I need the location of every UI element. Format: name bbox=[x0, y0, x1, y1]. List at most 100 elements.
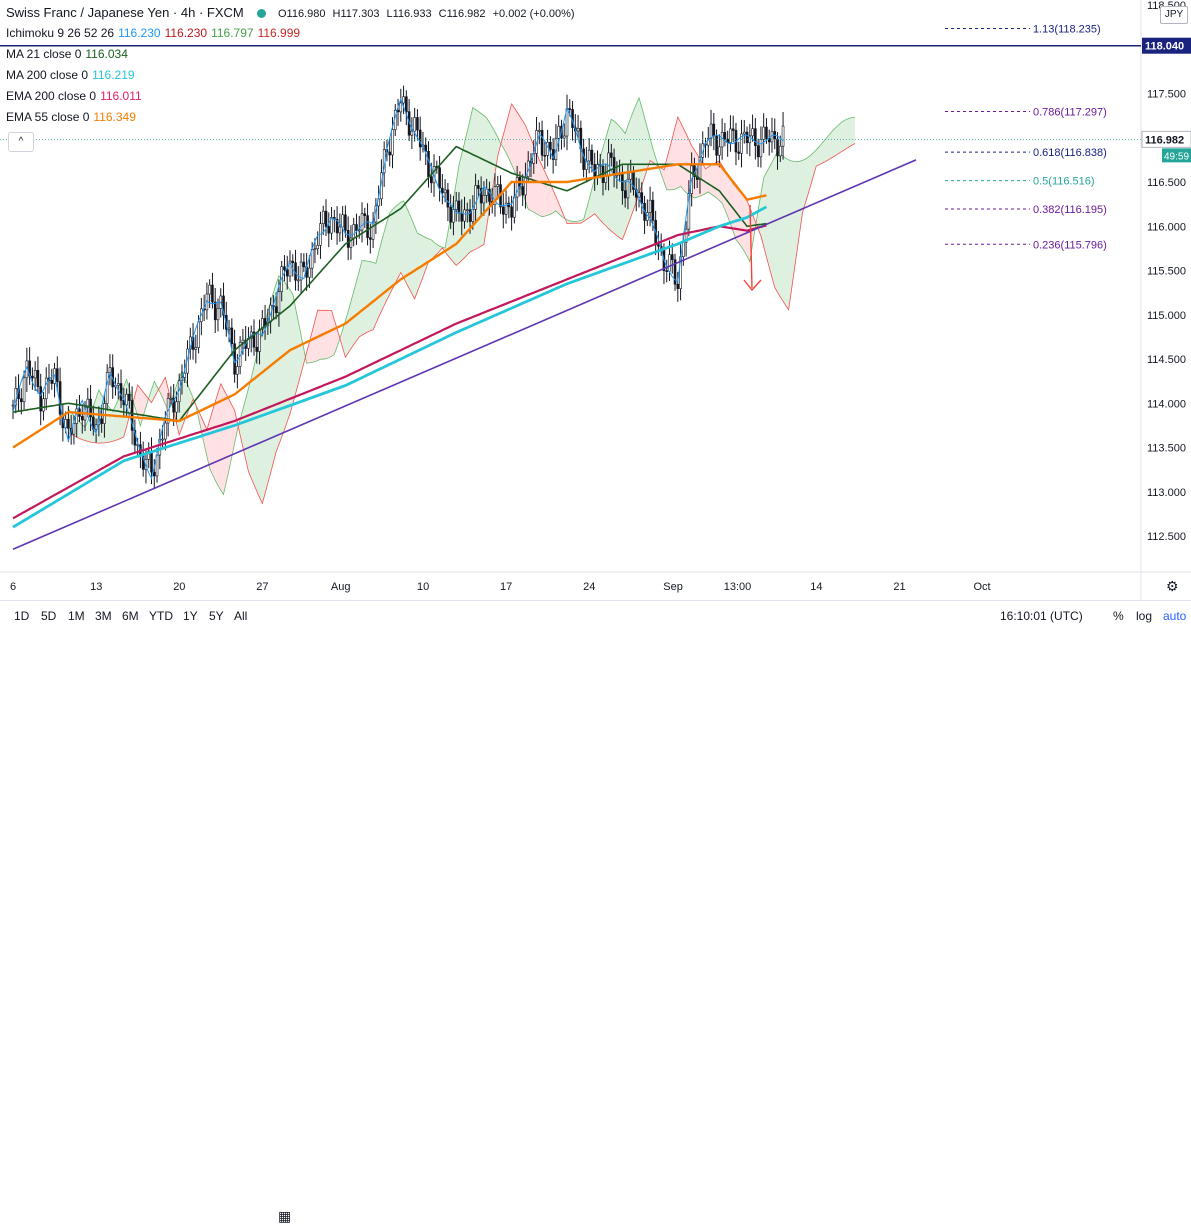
ichimoku-cloud-segment bbox=[306, 342, 310, 364]
candle-body bbox=[521, 186, 524, 196]
candle-body bbox=[460, 212, 464, 222]
candle-body bbox=[463, 209, 466, 222]
candle-body bbox=[443, 189, 447, 194]
chart-legend: Swiss Franc / Japanese Yen · 4h · FXCM O… bbox=[6, 2, 579, 128]
auto-scale-toggle[interactable]: auto bbox=[1163, 609, 1187, 623]
candle-body bbox=[130, 400, 134, 431]
candle-body bbox=[723, 132, 727, 140]
ichimoku-cloud-segment bbox=[763, 172, 767, 257]
candle-body bbox=[543, 154, 547, 157]
percent-toggle[interactable]: % bbox=[1113, 609, 1124, 623]
last-price-badge bbox=[1141, 130, 1191, 148]
indicator-legend-row[interactable]: Ichimoku 9 26 52 26 116.230 116.230 116.797… bbox=[6, 23, 579, 44]
indicator-legend-row[interactable]: MA 200 close 0 116.219 bbox=[6, 65, 579, 86]
candle-body bbox=[341, 214, 344, 228]
clock-display[interactable]: 16:10:01 (UTC) bbox=[1000, 609, 1083, 623]
ichimoku-cloud-segment bbox=[708, 165, 712, 194]
down-arrow-head bbox=[743, 279, 762, 292]
indicator-value: 116.011 bbox=[100, 89, 142, 103]
candle-body bbox=[260, 318, 264, 330]
ichimoku-cloud-segment bbox=[603, 137, 606, 226]
fib-level-label: 0.236(115.796) bbox=[1033, 239, 1107, 251]
timeframe-button[interactable]: 5Y bbox=[209, 609, 224, 623]
candle-body bbox=[86, 398, 90, 408]
candle-body bbox=[197, 321, 200, 348]
ichimoku-cloud-segment bbox=[190, 391, 194, 407]
timeframe-button[interactable]: YTD bbox=[149, 609, 173, 623]
ichimoku-cloud-segment bbox=[494, 131, 498, 174]
trendline[interactable] bbox=[12, 159, 917, 551]
ichimoku-cloud-segment bbox=[841, 120, 844, 152]
ichimoku-cloud-segment bbox=[727, 174, 731, 224]
candle-body bbox=[288, 260, 292, 277]
ichimoku-span-b-line bbox=[68, 102, 856, 505]
x-tick-label: 27 bbox=[256, 581, 268, 593]
timeframe-button[interactable]: 3M bbox=[95, 609, 112, 623]
candle-body bbox=[751, 128, 754, 137]
candle-body bbox=[31, 375, 34, 379]
ohlc-open: O116.980 bbox=[277, 8, 326, 20]
log-toggle[interactable]: log bbox=[1136, 609, 1153, 623]
candle-body bbox=[324, 210, 328, 227]
ichimoku-cloud-segment bbox=[544, 171, 548, 217]
candle-body bbox=[291, 260, 295, 264]
candle-body bbox=[128, 393, 131, 401]
series-line bbox=[12, 145, 767, 422]
ichimoku-cloud-segment bbox=[417, 233, 421, 292]
ichimoku-cloud-segment bbox=[137, 384, 141, 426]
ichimoku-cloud-segment bbox=[711, 163, 714, 196]
timeframe-button[interactable]: 1D bbox=[14, 609, 30, 623]
candle-body bbox=[338, 226, 342, 234]
x-tick-label: 10 bbox=[417, 581, 429, 593]
currency-badge[interactable]: JPY bbox=[1160, 6, 1188, 24]
legend-collapse-button[interactable]: ^ bbox=[8, 132, 34, 152]
timeframe-button[interactable]: 1Y bbox=[183, 609, 198, 623]
ichimoku-cloud-segment bbox=[209, 411, 213, 475]
ichimoku-cloud-segment bbox=[248, 378, 252, 479]
ichimoku-cloud-segment bbox=[536, 152, 540, 216]
candle-body bbox=[402, 96, 405, 104]
candle-body bbox=[457, 200, 461, 214]
timeframe-button[interactable]: 6M bbox=[122, 609, 139, 623]
ichimoku-cloud-segment bbox=[550, 183, 554, 215]
candle-body bbox=[767, 138, 771, 143]
ichimoku-cloud-segment bbox=[458, 154, 462, 263]
timeframe-button[interactable]: 5D bbox=[41, 609, 57, 623]
fib-level-label: 0.618(116.838) bbox=[1033, 147, 1107, 159]
candle-body bbox=[172, 397, 175, 413]
indicator-legend-row[interactable]: MA 21 close 0 116.034 bbox=[6, 44, 579, 65]
candle-body bbox=[582, 148, 585, 170]
indicator-legend-row[interactable]: EMA 200 close 0 116.011 bbox=[6, 86, 579, 107]
ichimoku-cloud-segment bbox=[528, 132, 531, 211]
ichimoku-cloud-segment bbox=[796, 161, 800, 252]
ichimoku-cloud-segment bbox=[625, 125, 628, 233]
price-chart[interactable]: 118.500117.500117.000116.500116.000115.5… bbox=[0, 0, 1191, 600]
candle-body bbox=[756, 145, 760, 158]
ichimoku-cloud-segment bbox=[422, 236, 426, 277]
ichimoku-cloud-segment bbox=[414, 226, 418, 299]
candle-body bbox=[496, 184, 500, 187]
candle-body bbox=[285, 269, 289, 277]
x-tick-label: 6 bbox=[10, 581, 16, 593]
ichimoku-cloud-segment bbox=[109, 408, 113, 442]
ichimoku-cloud-segment bbox=[187, 384, 191, 413]
indicator-legend-row[interactable]: EMA 55 close 0 116.349 bbox=[6, 107, 579, 128]
ichimoku-cloud-segment bbox=[835, 124, 839, 156]
symbol-title[interactable]: Swiss Franc / Japanese Yen · 4h · FXCM bbox=[6, 5, 244, 20]
ichimoku-cloud-segment bbox=[558, 203, 562, 217]
candle-body bbox=[42, 398, 45, 412]
ichimoku-cloud-segment bbox=[367, 261, 371, 333]
ichimoku-cloud-segment bbox=[375, 252, 379, 324]
ichimoku-cloud-segment bbox=[253, 354, 257, 492]
candle-body bbox=[108, 367, 112, 373]
ichimoku-cloud-segment bbox=[389, 209, 393, 295]
settings-gear-icon[interactable]: ⚙ bbox=[1166, 578, 1179, 594]
candle-body bbox=[64, 419, 67, 429]
candle-body bbox=[344, 214, 347, 231]
date-range-calendar-icon[interactable]: ▦ bbox=[278, 1208, 292, 1224]
timeframe-button[interactable]: All bbox=[234, 609, 248, 623]
candle-body bbox=[22, 377, 26, 403]
timeframe-button[interactable]: 1M bbox=[68, 609, 85, 623]
candle-body bbox=[626, 178, 630, 199]
candle-body bbox=[665, 270, 669, 272]
